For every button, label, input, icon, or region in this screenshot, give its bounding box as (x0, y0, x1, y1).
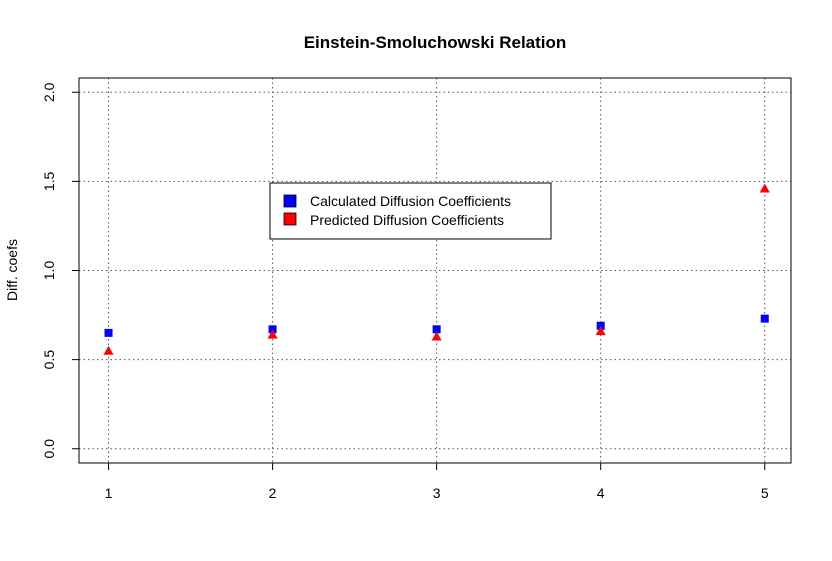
data-point-predicted (759, 183, 770, 193)
y-tick-label: 0.5 (41, 350, 57, 370)
x-tick-label: 4 (597, 485, 605, 501)
data-point-calculated (596, 321, 605, 330)
legend-label-predicted: Predicted Diffusion Coefficients (310, 212, 504, 228)
x-tick-label: 5 (761, 485, 769, 501)
x-tick-label: 1 (105, 485, 113, 501)
x-tick-label: 2 (269, 485, 277, 501)
data-point-predicted (431, 331, 442, 341)
chart-title: Einstein-Smoluchowski Relation (304, 33, 567, 52)
x-axis: 1 2 3 4 5 (105, 463, 769, 501)
y-tick-label: 0.0 (41, 439, 57, 459)
data-point-calculated (104, 328, 113, 337)
legend-swatch-calculated (283, 194, 297, 208)
data-point-calculated (432, 325, 441, 334)
x-tick-label: 3 (433, 485, 441, 501)
data-point-predicted (103, 345, 114, 355)
y-tick-label: 1.0 (41, 261, 57, 281)
legend-label-calculated: Calculated Diffusion Coefficients (310, 193, 511, 209)
legend-swatch-predicted (283, 212, 297, 226)
y-axis-label: Diff. coefs (4, 239, 20, 301)
data-point-calculated (760, 314, 769, 323)
data-point-calculated (268, 325, 277, 334)
y-axis: 0.0 0.5 1.0 1.5 2.0 (41, 82, 79, 458)
data-point-predicted (267, 329, 278, 339)
y-tick-label: 1.5 (41, 171, 57, 191)
y-tick-label: 2.0 (41, 82, 57, 102)
data-point-predicted (595, 326, 606, 336)
legend: Calculated Diffusion Coefficients Predic… (269, 182, 552, 240)
data-points (103, 183, 770, 355)
grid (79, 78, 791, 463)
legend-box (269, 182, 552, 240)
